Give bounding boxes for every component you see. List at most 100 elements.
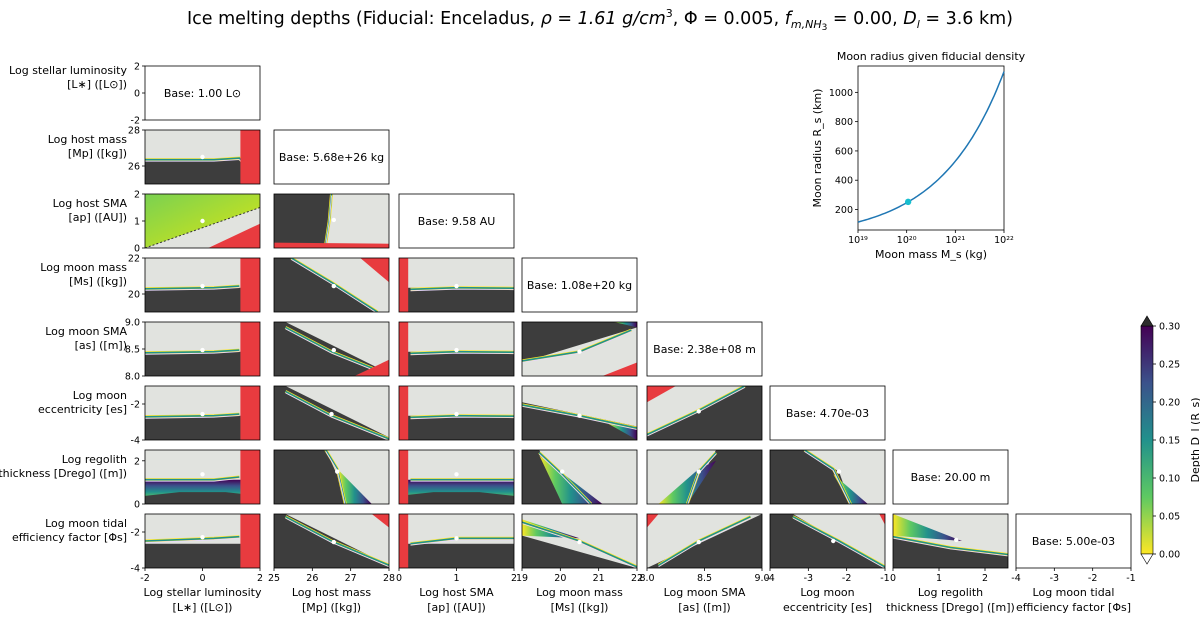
melt-region [240,322,260,376]
x-tick-label: -4 [1011,573,1020,584]
panel-content [274,194,389,248]
panel-content [770,514,885,568]
depth-colorbar: 0.00 0.05 0.10 0.15 0.20 0.25 0.30 Depth D_l (R… [1140,315,1200,565]
shell-region [647,386,762,440]
fiducial-marker [331,283,336,289]
contour-lilac [145,287,240,291]
diag-panel-bg [647,322,762,376]
panel-es-vs-ap [398,385,515,441]
panel-content [647,386,762,440]
shell-region [399,415,514,440]
panel-frame [1015,513,1132,569]
ice-region [145,386,260,416]
panel-content [274,386,389,440]
contour-lilac [291,259,376,312]
shell-region [145,543,260,568]
fiducial-marker [696,539,701,545]
fiducial-marker [200,283,205,289]
y-tick-label: 2 [134,190,140,201]
panel-Mp-vs-Mp: Base: 5.68e+26 kg [273,129,390,185]
fiducial-marker [577,413,582,418]
x-tick-label: 0 [396,573,402,584]
panel-Ps-vs-Ps: Base: 5.00e-03 -4 -3 -2 -1 [1011,513,1136,584]
panel-es-vs-L: -4 -2 [131,385,261,447]
fiducial-marker [454,536,459,541]
col-label-Mp-0: Log host mass [292,586,372,599]
title-dl: D [903,9,916,29]
panel-frame [769,385,886,441]
panel-as-vs-Ms [521,321,638,377]
panel-frame [398,321,515,377]
fiducial-marker [577,349,582,354]
fiducial-marker [560,469,565,474]
shell-region [770,514,885,568]
axis-labels: Log stellar luminosity[L∗] ([L⊙])Log ste… [0,64,1131,614]
contour-lilac [804,451,851,504]
figure-title: Ice melting depths (Fiducial: Enceladus,… [187,7,1013,33]
contour-teal [145,349,240,354]
panel-Dr-vs-L: 02 [134,449,261,511]
row-label-as-0: Log moon SMA [45,325,127,338]
inset-y-tick-label: 800 [835,117,853,128]
row-label-Ms-0: Log moon mass [40,261,127,274]
shell-region [274,258,378,312]
panel-Ps-vs-ap: 0 1 2 [396,513,517,584]
col-label-Ms-0: Log moon mass [536,586,623,599]
melt-region [647,514,659,528]
contour-teal [145,476,240,481]
row-label-es-1: eccentricity [es] [38,403,127,416]
base-value-ap: Base: 9.58 AU [418,215,496,228]
panel-content [274,450,389,504]
title-prefix: Ice melting depths (Fiducial: Enceladus, [187,9,541,29]
contour-teal [285,515,389,567]
contour-lilac [539,453,591,504]
y-tick-label: -2 [131,528,140,539]
x-tick-label: -3 [804,573,813,584]
ice-region [145,258,260,288]
panel-content [274,514,389,568]
shell-region [145,415,260,440]
shell-region [399,492,514,504]
contour-lilac [410,288,514,292]
panel-frame [521,257,638,313]
x-tick-label: 20 [554,573,566,584]
shell-region [145,351,260,376]
colorbar-tick-label: 0.15 [1159,436,1180,447]
x-tick-label: 2 [511,573,517,584]
col-label-as-1: [as] ([m]) [678,601,730,614]
shell-region [522,322,637,363]
base-value-L: Base: 1.00 L⊙ [164,87,241,100]
panel-es-vs-Ms [521,385,638,441]
fiducial-marker [200,535,205,540]
melt-region [399,514,409,568]
contour-lilac [145,351,240,355]
row-label-Mp-0: Log host mass [48,133,128,146]
inset-radius-plot: Moon radius given fiducial density 10¹⁹ 10… [811,50,1026,261]
x-tick-label: 19 [516,573,528,584]
ice-region [399,514,514,544]
col-label-L-1: [L∗] ([L⊙]) [173,601,233,614]
panel-Dr-vs-as [646,449,763,505]
panel-content [399,514,514,568]
title-dl-val: = 3.6 km) [920,9,1013,29]
panel-content [647,514,762,568]
x-tick-label: 2 [982,573,988,584]
title-dl-sub: l [917,18,920,31]
colorbar-gradient [1140,325,1154,555]
fiducial-marker [836,469,842,474]
colorbar-tick-label: 0.25 [1159,360,1180,371]
fiducial-marker [454,283,459,289]
panel-content [145,130,260,184]
panel-Dr-vs-Dr: Base: 20.00 m [892,449,1009,505]
y-tick-label: 26 [128,162,140,173]
row-label-as-1: [as] ([m]) [75,339,127,352]
diag-panel-bg [1016,514,1131,568]
panel-Ms-vs-ap [398,257,515,313]
melt-region [240,514,260,568]
row-label-Dr-0: Log regolith [62,453,127,466]
x-tick-label: 28 [383,573,395,584]
panel-frame [144,385,261,441]
panel-frame [892,449,1009,505]
